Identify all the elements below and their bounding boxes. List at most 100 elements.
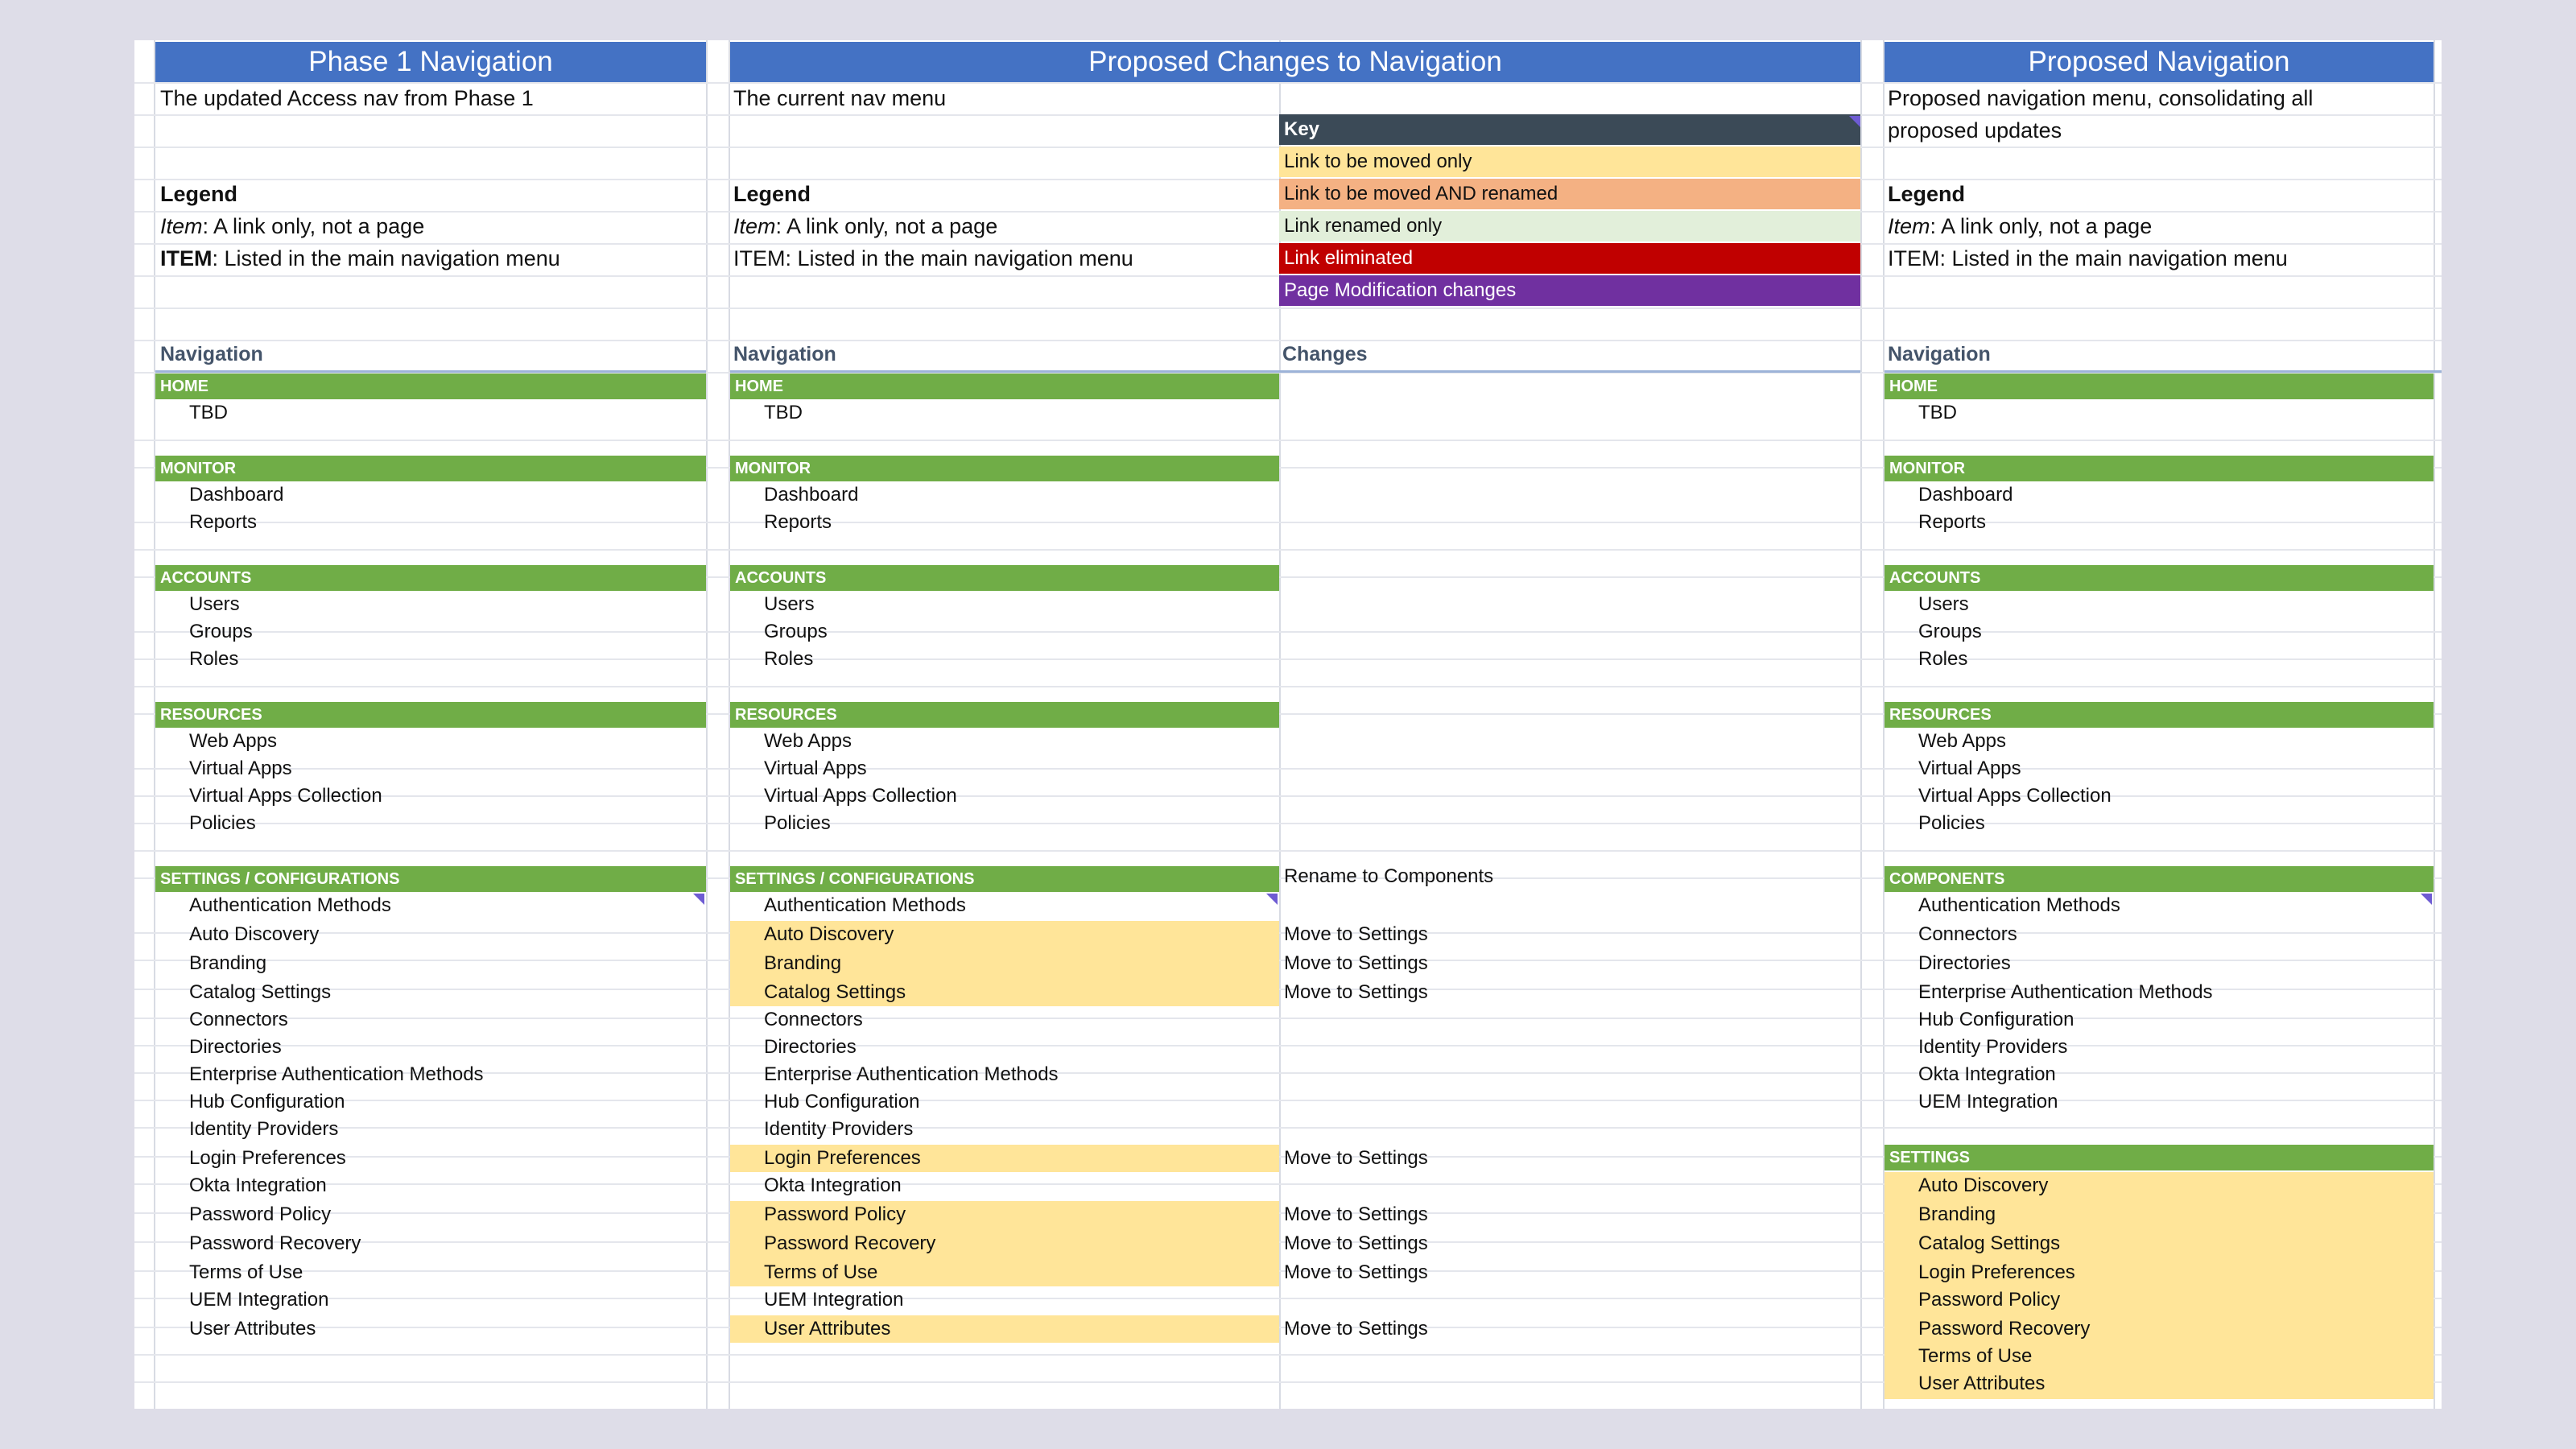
gridline (729, 40, 730, 1409)
nav-item-virtual-apps: Virtual Apps (189, 758, 292, 779)
nav-item-identity-providers: Identity Providers (1918, 1036, 2068, 1058)
nav-item-catalog-settings: Catalog Settings (1885, 1230, 2434, 1259)
comment-indicator-icon[interactable] (693, 894, 704, 905)
heading-underline (730, 370, 1860, 373)
gridline (134, 440, 2442, 441)
change-move-to-settings: Move to Settings (1284, 923, 1428, 945)
key-eliminated: Link eliminated (1279, 243, 1860, 274)
gridline (1883, 40, 1885, 1409)
gridline (134, 1045, 2442, 1046)
nav-item-user-attributes: User Attributes (189, 1318, 316, 1340)
nav-item-uem-integration: UEM Integration (1918, 1091, 2058, 1113)
gridline (134, 1298, 2442, 1299)
nav-item-connectors: Connectors (1918, 923, 2017, 945)
legend-item-line: Item: A link only, not a page (733, 213, 997, 240)
nav-item-user-attributes: User Attributes (1885, 1370, 2434, 1399)
nav-item-terms-of-use: Terms of Use (1885, 1343, 2434, 1370)
nav-item-users: Users (764, 593, 815, 615)
navigation-heading: Navigation (733, 343, 836, 365)
section-monitor: MONITOR (155, 456, 706, 481)
nav-item-tbd: TBD (189, 402, 228, 423)
section-components: COMPONENTS (1885, 866, 2434, 892)
nav-item-web-apps: Web Apps (1918, 730, 2006, 752)
nav-item-enterprise-auth-methods: Enterprise Authentication Methods (764, 1063, 1059, 1085)
phase1-title: Phase 1 Navigation (155, 42, 706, 82)
nav-item-policies: Policies (1918, 812, 1985, 834)
gridline (134, 1100, 2442, 1101)
proposed-description-line2: proposed updates (1888, 118, 2062, 142)
gridline (134, 467, 2442, 469)
navigation-heading: Navigation (160, 343, 263, 365)
nav-item-groups: Groups (1918, 621, 1982, 642)
gridline (134, 1381, 2442, 1383)
legend-ITEM-line: ITEM: Listed in the main navigation menu (1888, 246, 2288, 270)
nav-item-auto-discovery: Auto Discovery (1885, 1172, 2434, 1201)
nav-item-terms-of-use: Terms of Use (730, 1259, 1279, 1286)
nav-item-tbd: TBD (1918, 402, 1957, 423)
nav-item-web-apps: Web Apps (189, 730, 277, 752)
nav-item-password-recovery: Password Recovery (189, 1232, 361, 1254)
nav-item-virtual-apps-collection: Virtual Apps Collection (764, 785, 957, 807)
proposed-description-line1: Proposed navigation menu, consolidating … (1888, 86, 2314, 110)
section-resources: RESOURCES (730, 702, 1279, 728)
gridline (134, 549, 2442, 551)
gridline (134, 82, 2442, 84)
nav-item-password-policy: Password Policy (730, 1201, 1279, 1230)
gridline (134, 1127, 2442, 1129)
section-monitor: MONITOR (730, 456, 1279, 481)
gridline (134, 1072, 2442, 1074)
nav-item-terms-of-use: Terms of Use (189, 1261, 303, 1283)
section-home: HOME (155, 374, 706, 399)
gridline (134, 713, 2442, 715)
section-settings-configurations: SETTINGS / CONFIGURATIONS (155, 866, 706, 892)
legend-heading: Legend (1888, 182, 1966, 206)
gridline (2434, 40, 2435, 1409)
nav-item-policies: Policies (189, 812, 256, 834)
nav-item-enterprise-auth-methods: Enterprise Authentication Methods (189, 1063, 484, 1085)
gridline (134, 658, 2442, 660)
nav-item-roles: Roles (189, 648, 239, 670)
nav-item-password-recovery: Password Recovery (1885, 1315, 2434, 1343)
nav-item-groups: Groups (764, 621, 828, 642)
nav-item-virtual-apps: Virtual Apps (764, 758, 867, 779)
section-accounts: ACCOUNTS (730, 565, 1279, 591)
phase1-description: The updated Access nav from Phase 1 (160, 86, 534, 110)
change-move-to-settings: Move to Settings (1284, 1203, 1428, 1225)
nav-item-reports: Reports (1918, 511, 1987, 533)
changes-heading: Changes (1282, 343, 1368, 365)
nav-item-virtual-apps: Virtual Apps (1918, 758, 2021, 779)
key-moved-only: Link to be moved only (1279, 147, 1860, 177)
nav-item-reports: Reports (764, 511, 832, 533)
nav-item-virtual-apps-collection: Virtual Apps Collection (189, 785, 382, 807)
gridline (134, 877, 2442, 879)
section-accounts: ACCOUNTS (155, 565, 706, 591)
spreadsheet: Phase 1 Navigation Proposed Changes to N… (134, 40, 2442, 1409)
gridline (134, 631, 2442, 633)
nav-item-policies: Policies (764, 812, 831, 834)
gridline (1279, 40, 1281, 1409)
nav-item-hub-configuration: Hub Configuration (189, 1091, 345, 1113)
change-rename-components: Rename to Components (1284, 865, 1494, 887)
nav-item-hub-configuration: Hub Configuration (1918, 1009, 2074, 1030)
section-monitor: MONITOR (1885, 456, 2434, 481)
nav-item-okta-integration: Okta Integration (764, 1174, 902, 1196)
comment-indicator-icon[interactable] (1849, 116, 1860, 127)
nav-item-login-preferences: Login Preferences (730, 1145, 1279, 1172)
section-settings: SETTINGS (1885, 1145, 2434, 1170)
nav-item-groups: Groups (189, 621, 253, 642)
legend-ITEM-term: ITEM (160, 246, 213, 270)
nav-item-directories: Directories (764, 1036, 857, 1058)
comment-indicator-icon[interactable] (2421, 894, 2432, 905)
legend-heading: Legend (160, 182, 238, 206)
legend-heading: Legend (733, 182, 811, 206)
change-move-to-settings: Move to Settings (1284, 1261, 1428, 1283)
gridline (1860, 40, 1862, 1409)
comment-indicator-icon[interactable] (1266, 894, 1278, 905)
legend-item-desc: : A link only, not a page (775, 214, 998, 238)
key-moved-renamed: Link to be moved AND renamed (1279, 179, 1860, 209)
nav-item-login-preferences: Login Preferences (189, 1147, 346, 1169)
gridline (134, 932, 2442, 934)
gridline (134, 1354, 2442, 1356)
nav-item-password-policy: Password Policy (1885, 1286, 2434, 1315)
nav-item-login-preferences: Login Preferences (1885, 1259, 2434, 1286)
